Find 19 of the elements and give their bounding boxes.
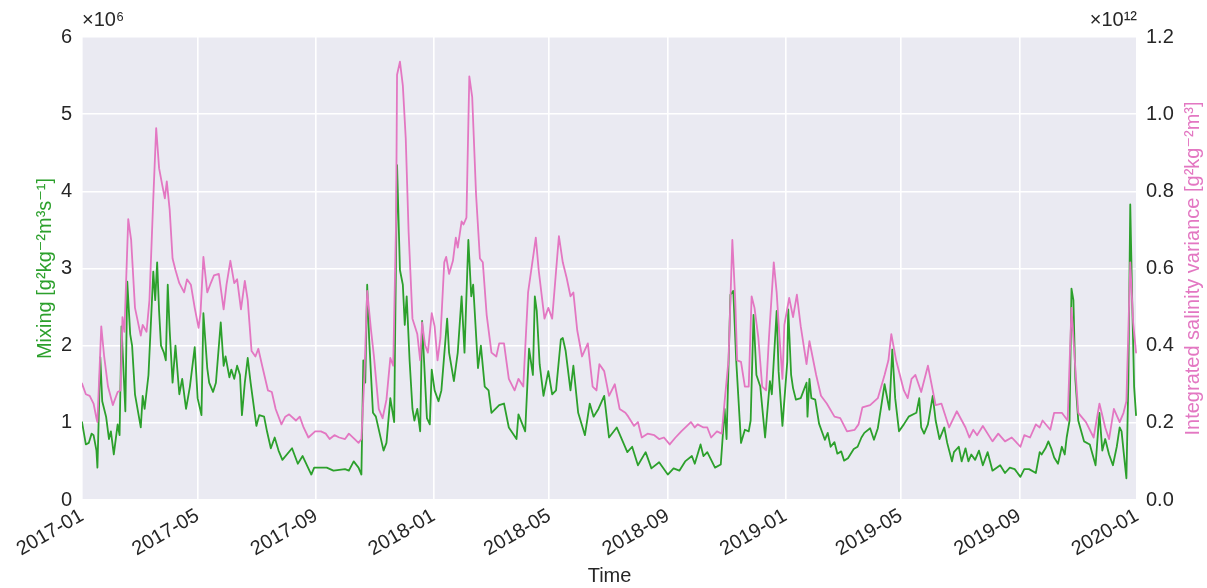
- y2-tick-label: 1.0: [1146, 101, 1174, 124]
- y2-tick-label: 0.8: [1146, 178, 1174, 201]
- y2-tick-label: 0.2: [1146, 410, 1174, 433]
- y2-tick-label: 0.0: [1146, 487, 1174, 510]
- y-tick-label: 6: [60, 24, 72, 47]
- text: ×10¹²: [1089, 7, 1138, 30]
- y-tick-label: 5: [60, 101, 72, 124]
- y2-tick-label: 1.2: [1146, 24, 1174, 47]
- y-tick-label: 2: [60, 333, 72, 356]
- y2-axis-title: Integrated salinity variance [g²kg⁻²m³]: [1180, 101, 1203, 436]
- y2-tick-label: 0.4: [1146, 333, 1174, 356]
- y-tick-label: 3: [60, 256, 72, 279]
- y-axis-title: Mixing [g²kg⁻²m³s⁻¹]: [32, 177, 55, 360]
- text: ×10⁶: [82, 7, 125, 30]
- y-tick-label: 0: [60, 487, 72, 510]
- y2-tick-label: 0.6: [1146, 256, 1174, 279]
- y-tick-label: 1: [60, 410, 72, 433]
- x-axis-title: Time: [587, 563, 632, 586]
- y-tick-label: 4: [60, 178, 72, 201]
